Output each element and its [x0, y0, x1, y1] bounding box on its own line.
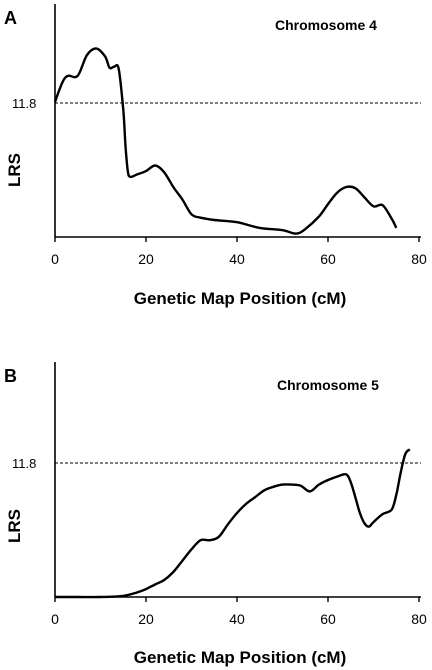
chromosome-label-a: Chromosome 4 [275, 17, 377, 33]
lrs-curve-a [53, 47, 398, 235]
x-ticks-a: 0 20 40 60 80 [51, 237, 427, 267]
chromosome-label-b: Chromosome 5 [277, 377, 379, 393]
panel-letter-a: A [4, 8, 17, 28]
x-tick-label-b: 60 [320, 611, 336, 627]
x-axis-label-b: Genetic Map Position (cM) [134, 648, 347, 667]
x-tick-label-a: 40 [229, 251, 245, 267]
x-tick-label-b: 80 [411, 611, 427, 627]
x-tick-label-a: 20 [138, 251, 154, 267]
x-ticks-b: 0 20 40 60 80 [51, 597, 427, 627]
x-tick-label-b: 0 [51, 611, 59, 627]
x-tick-label-a: 60 [320, 251, 336, 267]
panel-b: B 11.8 LRS Chromosome 5 Genetic Map Posi… [4, 362, 427, 667]
y-axis-label-a: LRS [5, 153, 24, 187]
x-tick-label-b: 40 [229, 611, 245, 627]
threshold-label-b: 11.8 [12, 456, 36, 471]
panel-a: A 11.8 LRS Chromosome 4 Genetic Map Posi… [4, 4, 427, 308]
lrs-curve-b [54, 448, 411, 599]
x-tick-label-a: 80 [411, 251, 427, 267]
y-axis-label-b: LRS [5, 509, 24, 543]
panel-letter-b: B [4, 366, 17, 386]
x-tick-label-b: 20 [138, 611, 154, 627]
x-tick-label-a: 0 [51, 251, 59, 267]
x-axis-label-a: Genetic Map Position (cM) [134, 289, 347, 308]
threshold-label-a: 11.8 [12, 96, 36, 111]
